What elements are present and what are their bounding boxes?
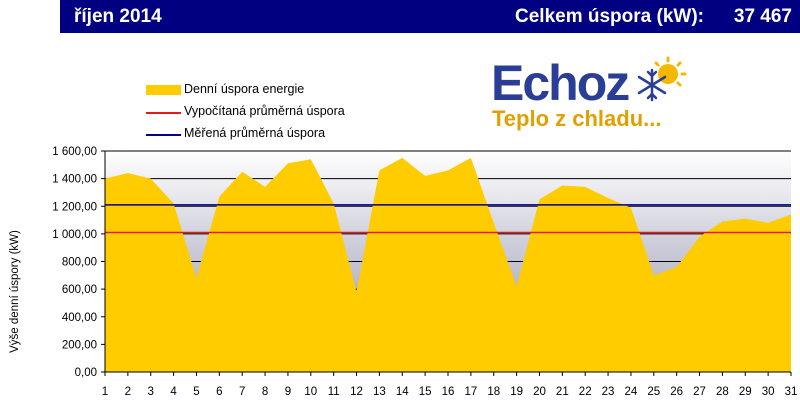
series-area-daily-savings	[105, 157, 791, 372]
x-tick-label: 19	[510, 386, 523, 398]
x-tick-label: 17	[464, 386, 477, 398]
x-tick-label: 28	[716, 386, 729, 398]
x-tick-label: 4	[170, 386, 177, 398]
echoz-logo: Echoz Teplo z chladu...	[490, 55, 700, 134]
x-tick-label: 8	[262, 386, 268, 398]
x-tick-label: 27	[693, 386, 706, 398]
x-tick-label: 23	[602, 386, 615, 398]
x-tick-label: 3	[148, 386, 154, 398]
x-tick-label: 1	[102, 386, 108, 398]
legend-label: Měřená průměrná úspora	[184, 126, 326, 140]
x-tick-label: 7	[239, 386, 245, 398]
y-tick-label: 200,00	[62, 339, 97, 351]
snowflake-icon	[637, 68, 667, 102]
x-tick-label: 15	[419, 386, 432, 398]
x-tick-label: 26	[670, 386, 683, 398]
x-tick-label: 9	[285, 386, 291, 398]
x-tick-label: 16	[442, 386, 455, 398]
x-tick-label: 6	[216, 386, 222, 398]
x-tick-label: 25	[647, 386, 660, 398]
total-savings-value: 37 467	[733, 6, 792, 27]
x-tick-label: 29	[739, 386, 752, 398]
legend-swatch-area	[146, 85, 181, 95]
y-tick-label: 400,00	[62, 312, 97, 324]
y-tick-label: 1 200,00	[52, 201, 97, 213]
y-tick-label: 1 600,00	[52, 146, 97, 158]
y-axis-label: Výše denní úspory (kW)	[9, 230, 21, 353]
y-tick-label: 1 400,00	[52, 174, 97, 186]
total-savings-label: Celkem úspora (kW):	[515, 6, 704, 27]
x-tick-label: 31	[785, 386, 798, 398]
legend-swatch-blue-line	[146, 134, 181, 136]
y-tick-label: 0,00	[75, 367, 97, 379]
x-tick-label: 13	[373, 386, 386, 398]
y-tick-label: 600,00	[62, 284, 97, 296]
y-tick-label: 800,00	[62, 257, 97, 269]
x-tick-label: 22	[579, 386, 592, 398]
x-tick-label: 10	[304, 386, 317, 398]
x-tick-label: 12	[350, 386, 363, 398]
month-label: říjen 2014	[74, 6, 162, 27]
y-tick-label: 1 000,00	[52, 229, 97, 241]
logo-brand-text: Echoz	[491, 55, 630, 111]
logo-tagline: Teplo z chladu...	[492, 106, 662, 131]
sun-snowflake-icon	[637, 56, 687, 102]
header-bar: říjen 2014 Celkem úspora (kW): 37 467	[60, 0, 800, 33]
x-tick-label: 2	[125, 386, 131, 398]
legend-swatch-red-line	[146, 112, 181, 114]
legend-label: Vypočítaná průměrná úspora	[184, 104, 345, 118]
x-tick-label: 24	[625, 386, 638, 398]
x-tick-label: 5	[193, 386, 199, 398]
x-tick-label: 11	[328, 386, 340, 398]
x-tick-label: 30	[762, 386, 775, 398]
x-tick-label: 18	[487, 386, 500, 398]
x-tick-label: 21	[556, 386, 569, 398]
x-tick-label: 20	[533, 386, 546, 398]
legend-label: Denní úspora energie	[184, 82, 305, 96]
x-tick-label: 14	[396, 386, 409, 398]
